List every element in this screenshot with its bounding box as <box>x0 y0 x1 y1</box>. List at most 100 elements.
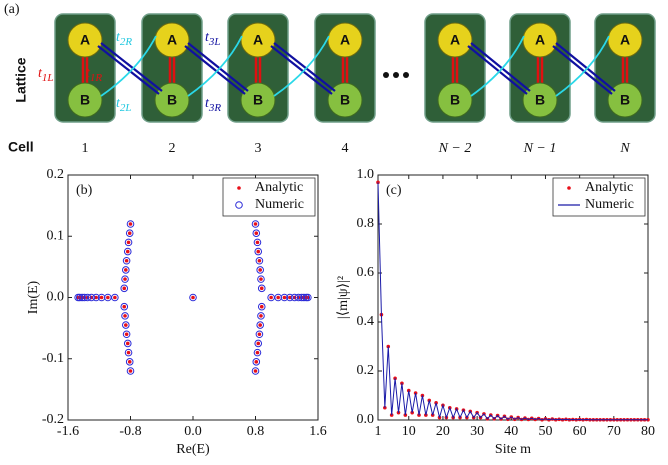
site-label: B <box>535 92 545 108</box>
data-point <box>94 295 98 300</box>
site-b <box>437 82 473 118</box>
legend-swatch <box>567 186 571 190</box>
data-point <box>120 302 129 311</box>
data-point <box>123 339 132 348</box>
data-point <box>126 240 131 245</box>
data-point <box>254 247 263 256</box>
data-point <box>128 369 133 373</box>
data-point <box>124 268 128 272</box>
site-label: B <box>340 92 350 108</box>
data-point <box>276 295 280 300</box>
data-point <box>257 275 265 283</box>
x-tick-label: 1.6 <box>309 424 327 439</box>
site-a <box>522 22 558 58</box>
inter-bond <box>555 42 616 92</box>
data-point <box>122 330 131 339</box>
data-point <box>126 350 131 355</box>
row-label: Cell <box>8 139 34 155</box>
x-tick-label: 0.0 <box>184 424 202 439</box>
data-point <box>125 341 130 346</box>
plot-area: -1.6 -0.8 0.0 0.8 1.6 -0.2 -0.1 0.0 0.1 0.2 (b) Re(… <box>26 167 327 457</box>
site-a <box>607 22 643 58</box>
x-tick-label: 1 <box>375 424 382 439</box>
data-point <box>113 295 117 300</box>
x-tick-label: 20 <box>436 424 450 439</box>
long-hopping <box>555 35 610 97</box>
x-tick-label: 50 <box>538 424 552 439</box>
data-point <box>255 330 264 339</box>
site-label: B <box>253 92 263 108</box>
data-point <box>124 258 129 263</box>
data-point <box>124 348 133 357</box>
cell-label: 3 <box>255 141 262 156</box>
data-point <box>123 277 127 281</box>
data-point <box>256 341 261 346</box>
inter-bond <box>187 42 249 92</box>
data-point <box>92 293 100 302</box>
y-tick-label: 1.0 <box>357 167 375 182</box>
data-point <box>254 339 263 348</box>
data-point <box>125 229 134 237</box>
data-point <box>304 293 312 302</box>
data-point <box>111 293 119 302</box>
data-point <box>124 323 128 327</box>
site-label: A <box>340 32 350 48</box>
chart-title: (b) <box>76 183 93 198</box>
site-label: A <box>620 32 630 48</box>
data-point <box>288 295 292 300</box>
site-label: A <box>253 32 263 48</box>
y-tick-label: -0.1 <box>42 351 64 366</box>
inter-bond <box>552 45 613 95</box>
data-point <box>253 348 262 357</box>
cell-label: N <box>619 141 630 156</box>
data-point <box>258 323 262 327</box>
hopping-label: t2R <box>116 30 132 47</box>
data-point <box>294 293 303 302</box>
hopping-label: t3L <box>205 30 221 47</box>
inter-bond <box>100 42 163 92</box>
row-label: Lattice <box>13 57 29 102</box>
data-point <box>255 240 260 245</box>
site-b <box>240 82 276 118</box>
data-point <box>75 293 84 302</box>
hopping-subscript: 2R <box>120 36 133 48</box>
data-point <box>87 293 96 302</box>
hopping-symbol: t <box>116 30 121 45</box>
ellipsis-dot <box>403 72 409 78</box>
data-point <box>259 286 264 291</box>
x-tick-label: 40 <box>504 424 518 439</box>
x-tick-label: -0.8 <box>119 424 141 439</box>
long-hopping <box>470 35 525 97</box>
legend-label: Numeric <box>585 197 634 212</box>
y-axis-label: Im(E) <box>26 280 41 314</box>
x-tick-label: 70 <box>607 424 621 439</box>
data-point <box>257 332 262 337</box>
site-label: A <box>535 32 545 48</box>
cell-label: 1 <box>82 141 89 156</box>
site-label: B <box>80 92 90 108</box>
data-point <box>282 295 287 300</box>
y-tick-label: 0.8 <box>357 216 375 231</box>
hopping-subscript: 2L <box>120 102 132 114</box>
site-b <box>327 82 363 118</box>
hopping-label: t3R <box>205 96 221 113</box>
cell-label: N − 2 <box>438 141 472 156</box>
data-point <box>254 231 259 235</box>
data-point <box>106 295 110 300</box>
x-tick-label: 30 <box>470 424 484 439</box>
inter-bond <box>273 42 336 92</box>
legend-swatch <box>235 201 243 209</box>
hopping-subscript: 3R <box>208 102 222 114</box>
x-tick-label: 60 <box>573 424 587 439</box>
data-point <box>256 249 261 254</box>
data-point <box>300 293 308 302</box>
y-tick-label: 0.4 <box>357 314 375 329</box>
ellipsis-dot <box>383 72 389 78</box>
data-point <box>257 284 266 293</box>
y-tick-label: 0.1 <box>47 228 65 243</box>
x-tick-label: -1.6 <box>57 424 79 439</box>
data-point <box>257 312 265 320</box>
hopping-label: t2L <box>116 96 132 113</box>
hopping-subscript: 1L <box>42 72 54 84</box>
